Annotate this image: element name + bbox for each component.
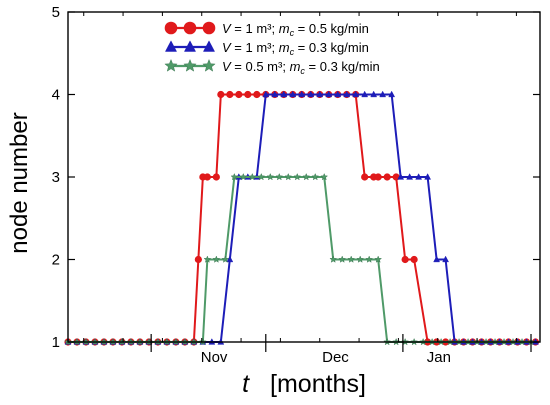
data-point [253,90,261,99]
data-point [374,173,382,181]
data-point [424,173,432,180]
x-tick-label: Dec [322,349,349,366]
y-tick-label: 1 [52,334,60,351]
data-point [374,255,382,263]
data-point [183,40,197,52]
data-point [415,173,423,180]
data-point [356,255,364,263]
data-point [230,173,239,181]
data-point [311,173,320,181]
data-point [266,173,275,181]
data-point [275,173,284,181]
svg-text:t [months]: t [months] [242,370,366,398]
data-point [347,255,355,263]
data-point [202,59,216,72]
data-point [361,90,369,98]
data-point [212,255,221,263]
data-point [164,59,178,72]
data-point [442,255,450,263]
y-tick-label: 5 [52,4,60,21]
series-1 [64,90,540,346]
data-point [379,90,387,98]
data-point [212,173,220,181]
y-tick-label: 4 [52,87,60,104]
legend-label: V = 1 m³; mc = 0.5 kg/min [222,21,369,38]
data-point [338,255,347,263]
data-point [244,90,252,99]
data-point [217,90,225,99]
data-point [361,173,369,181]
x-tick-label: Jan [427,349,451,366]
x-axis-title-unit: [months] [270,370,366,398]
data-point [202,40,216,52]
data-point [257,173,266,181]
data-point [325,90,333,98]
data-point [397,173,405,180]
data-point [226,255,234,263]
series-line [68,93,536,343]
data-point [406,173,414,180]
data-point [433,255,441,263]
legend-label: V = 0.5 m³; mc = 0.3 kg/min [222,59,380,76]
data-point [183,59,197,72]
data-point [352,90,360,98]
data-point [307,90,315,98]
legend-item: V = 0.5 m³; mc = 0.3 kg/min [164,59,380,76]
data-point [248,173,257,181]
data-point [202,21,216,35]
data-point [271,90,279,98]
legend: V = 1 m³; mc = 0.5 kg/min V = 1 m³; mc = … [164,21,380,76]
legend-label: V = 1 m³; mc = 0.3 kg/min [222,40,369,57]
data-point [164,40,178,52]
data-point [194,255,202,264]
x-axis-title: t [months] [242,370,366,398]
data-point [383,173,391,181]
axes: 1 2 3 4 5 Nov Dec Jan [52,4,541,366]
y-tick-label: 2 [52,252,60,269]
y-axis-title: node number [6,112,33,253]
data-point [280,90,288,98]
series-line [68,93,536,343]
data-point [221,255,230,263]
series-2 [64,90,539,345]
data-point [302,173,311,181]
legend-item: V = 1 m³; mc = 0.5 kg/min [164,21,369,38]
data-point [329,255,338,263]
series-line [68,176,532,343]
y-tick-label: 3 [52,169,60,186]
data-point [183,21,197,35]
data-point [343,90,351,98]
series-3 [64,173,535,346]
x-tick-label: Nov [201,349,228,366]
data-point [284,173,293,181]
data-point [370,90,378,98]
data-point [289,90,297,98]
data-point [203,173,211,181]
data-point [239,173,248,181]
data-point [334,90,342,98]
data-point [365,255,373,263]
data-point [410,255,418,264]
data-point [293,173,302,181]
data-point [226,90,234,99]
data-point [320,173,329,181]
data-point [164,21,178,35]
data-point [262,90,270,98]
x-axis-title-var: t [242,370,250,398]
data-point [388,90,396,98]
data-point [298,90,306,98]
data-point [316,90,324,98]
plot-layer [64,90,540,346]
data-point [203,255,212,263]
legend-item: V = 1 m³; mc = 0.3 kg/min [164,40,369,57]
data-point [235,90,243,99]
data-point [401,255,409,264]
